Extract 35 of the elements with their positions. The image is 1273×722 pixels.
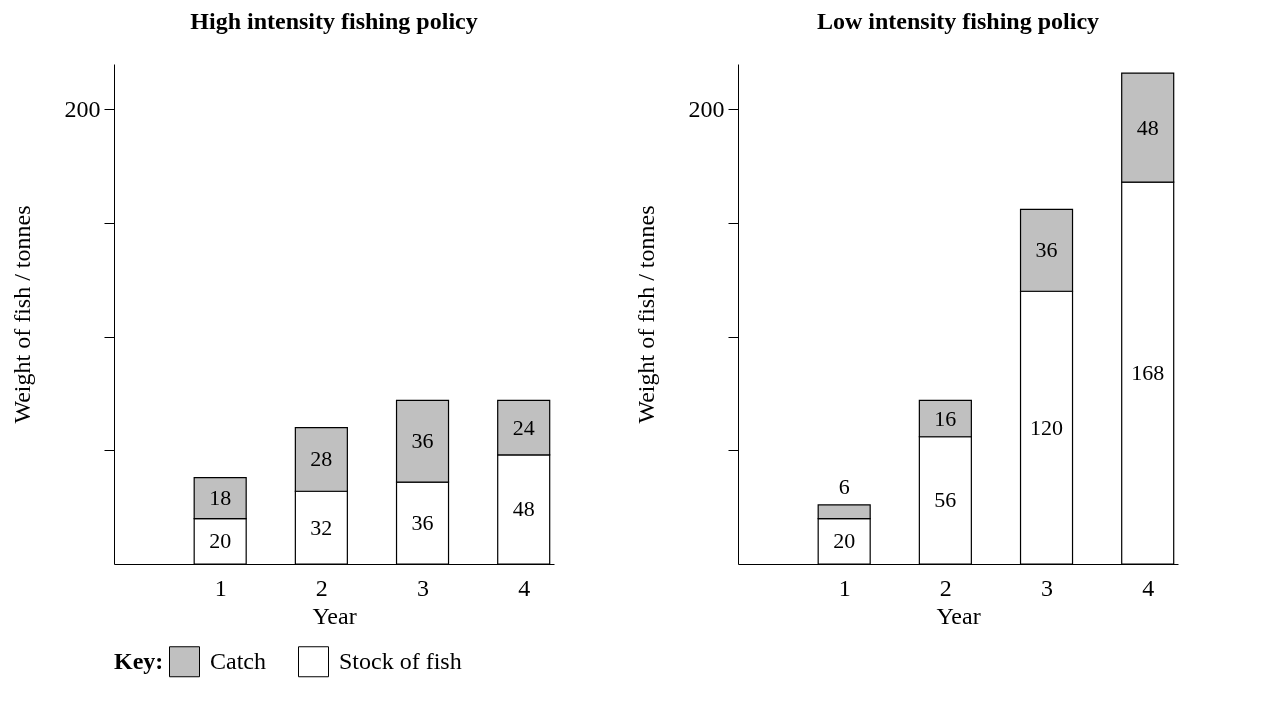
x-tick-label: 3 (417, 574, 430, 601)
data-label: 36 (1035, 237, 1058, 263)
data-label: 6 (838, 474, 850, 500)
legend-label: Stock of fish (339, 647, 462, 674)
x-tick-label: 1 (214, 574, 227, 601)
x-axis-title: Year (936, 602, 981, 629)
x-tick-label: 4 (518, 574, 531, 601)
y-tick-label: 200 (64, 95, 101, 122)
data-label: 18 (209, 485, 232, 511)
data-label: 56 (934, 487, 957, 513)
data-label: 120 (1030, 414, 1064, 440)
legend-title: Key: (114, 648, 164, 674)
data-label: 32 (310, 514, 333, 540)
data-label: 48 (1136, 114, 1159, 140)
data-label: 20 (833, 528, 856, 554)
x-axis-title: Year (312, 602, 357, 629)
x-tick-label: 4 (1142, 574, 1155, 601)
chart-title: Low intensity fishing policy (816, 8, 1100, 34)
data-label: 36 (411, 428, 434, 454)
x-tick-label: 2 (315, 574, 328, 601)
data-label: 48 (512, 496, 535, 522)
x-tick-label: 3 (1041, 574, 1054, 601)
legend-label: Catch (210, 647, 266, 674)
data-label: 24 (512, 414, 535, 440)
data-label: 168 (1131, 360, 1165, 386)
x-tick-label: 1 (838, 574, 851, 601)
data-label: 36 (411, 510, 434, 536)
y-axis-title: Weight of fish / tonnes (632, 205, 659, 424)
y-axis-title: Weight of fish / tonnes (8, 205, 35, 424)
y-tick-label: 200 (688, 95, 725, 122)
data-label: 20 (209, 528, 232, 554)
data-label: 16 (934, 405, 957, 431)
chart-title: High intensity fishing policy (190, 8, 478, 34)
x-tick-label: 2 (939, 574, 952, 601)
data-label: 28 (310, 446, 333, 472)
